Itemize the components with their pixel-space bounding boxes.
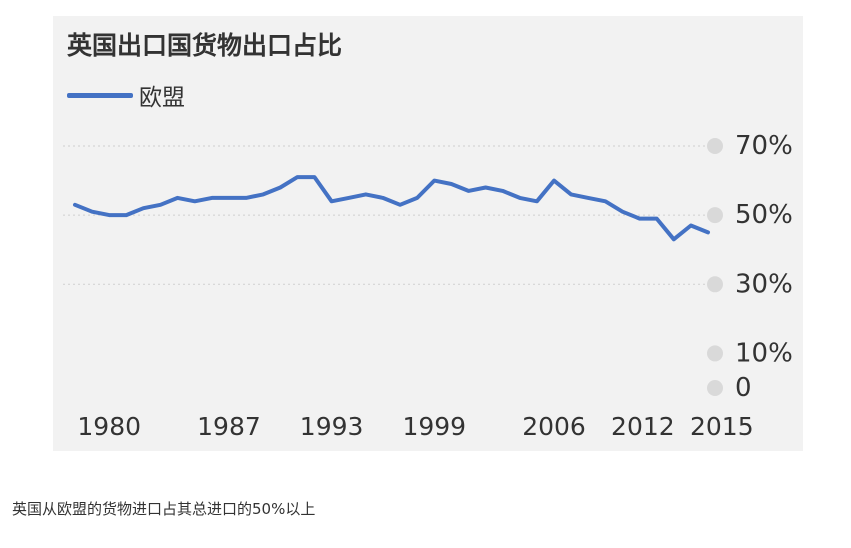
x-tick-label: 2012 [611, 412, 675, 441]
legend: 欧盟 [67, 78, 185, 112]
y-tick-marker [707, 138, 723, 154]
x-tick-label: 2006 [522, 412, 586, 441]
y-tick-label: 0 [735, 373, 752, 403]
x-tick-label: 2015 [690, 412, 754, 441]
series-line-eu [73, 175, 710, 242]
legend-label-eu: 欧盟 [139, 85, 185, 111]
y-tick-marker [707, 345, 723, 362]
y-tick-label: 70% [735, 131, 793, 161]
x-tick-label: 1999 [402, 412, 466, 441]
y-tick-marker [707, 276, 723, 293]
x-tick-label: 1993 [300, 412, 364, 441]
y-tick-label: 10% [735, 338, 793, 368]
y-tick-marker [707, 380, 723, 396]
x-tick-label: 1980 [77, 412, 141, 441]
chart-panel: 英国出口国货物出口占比 欧盟 70% 50% 30% 10% 0 1980 1987 1993… [53, 16, 803, 451]
legend-swatch-eu [67, 92, 133, 98]
chart-caption: 英国从欧盟的货物进口占其总进口的50%以上 [12, 500, 316, 518]
x-tick-label: 1987 [197, 412, 261, 441]
y-tick-label: 30% [735, 269, 793, 299]
line-chart: 70% 50% 30% 10% 0 1980 1987 1993 1999 2006 2012 201… [63, 131, 793, 441]
y-tick-label: 50% [735, 200, 793, 230]
chart-title: 英国出口国货物出口占比 [67, 31, 343, 60]
y-tick-marker [707, 207, 723, 224]
